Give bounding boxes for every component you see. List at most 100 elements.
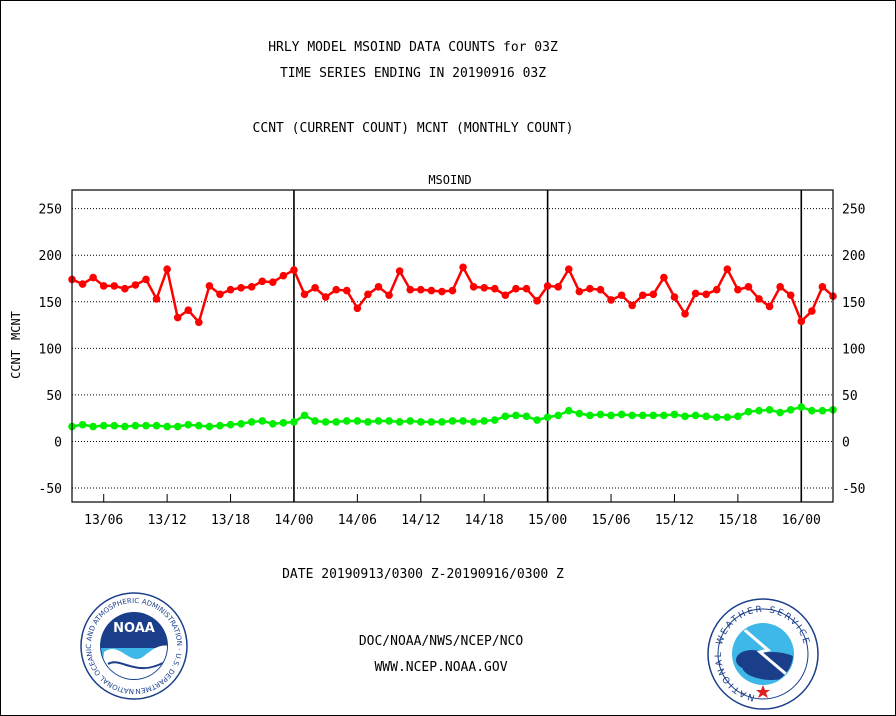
data-point-ccnt — [78, 280, 87, 288]
data-point-mcnt — [78, 420, 87, 429]
y-tick-label-left: 0 — [54, 435, 62, 450]
data-point-mcnt — [501, 412, 510, 421]
data-point-ccnt — [712, 285, 721, 294]
data-point-mcnt — [533, 416, 541, 424]
data-point-mcnt — [649, 411, 658, 420]
data-point-mcnt — [744, 407, 753, 416]
data-point-ccnt — [385, 291, 393, 300]
noaa-ring-text: NATIONAL OCEANIC AND ATMOSPHERIC ADMINIS… — [0, 0, 183, 695]
x-tick-label: 14/18 — [465, 513, 504, 528]
x-tick-label: 14/12 — [401, 513, 440, 528]
data-point-mcnt — [131, 421, 140, 430]
data-point-mcnt — [321, 418, 330, 426]
data-point-ccnt — [480, 283, 489, 292]
data-point-ccnt — [152, 295, 161, 303]
data-point-mcnt — [226, 420, 235, 429]
y-tick-label-left: 250 — [39, 203, 62, 218]
data-point-mcnt — [786, 405, 795, 414]
data-point-ccnt — [776, 283, 784, 291]
data-point-ccnt — [533, 297, 541, 305]
data-point-ccnt — [258, 277, 267, 286]
data-point-mcnt — [438, 418, 446, 426]
data-point-mcnt — [205, 422, 214, 431]
y-tick-label-right: 150 — [842, 296, 865, 311]
data-point-mcnt — [712, 413, 721, 422]
data-point-ccnt — [723, 265, 732, 273]
title-line-3: CCNT (CURRENT COUNT) MCNT (MONTHLY COUNT… — [253, 121, 574, 136]
data-point-mcnt — [617, 410, 626, 419]
data-point-ccnt — [311, 283, 319, 292]
data-point-mcnt — [374, 417, 383, 425]
y-tick-label-right: 250 — [842, 203, 865, 218]
data-point-ccnt — [469, 283, 478, 291]
data-point-ccnt — [321, 293, 330, 301]
data-point-ccnt — [406, 285, 415, 294]
y-axis-title: CCNT MCNT — [9, 311, 23, 379]
noaa-logo: NATIONAL OCEANIC AND ATMOSPHERIC ADMINIS… — [0, 0, 188, 700]
data-point-ccnt — [110, 282, 119, 290]
data-point-ccnt — [607, 296, 615, 304]
y-tick-label-left: 100 — [39, 342, 62, 357]
data-point-ccnt — [681, 310, 689, 318]
data-point-mcnt — [247, 418, 256, 426]
x-tick-label: 15/12 — [655, 513, 694, 528]
data-point-ccnt — [734, 285, 742, 294]
data-point-ccnt — [173, 313, 182, 322]
credit-org: DOC/NOAA/NWS/NCEP/NCO — [359, 634, 524, 649]
data-point-ccnt — [195, 318, 203, 327]
x-tick-label: 15/00 — [528, 513, 567, 528]
data-point-ccnt — [89, 273, 97, 282]
data-point-mcnt — [681, 412, 689, 421]
data-point-ccnt — [702, 290, 710, 299]
y-tick-label-right: 0 — [842, 435, 850, 450]
data-point-ccnt — [765, 302, 774, 311]
data-point-mcnt — [173, 422, 182, 431]
data-point-ccnt — [131, 281, 140, 289]
x-tick-label: 15/18 — [718, 513, 757, 528]
data-point-ccnt — [163, 265, 171, 273]
data-point-ccnt — [596, 285, 605, 294]
axis-ticks: -50 -50 0 0 50 50 100 100 150 150 200 200 250 250 13/0… — [39, 203, 866, 528]
data-point-mcnt — [543, 413, 552, 422]
data-point-ccnt — [374, 283, 383, 291]
series-layer — [68, 263, 837, 431]
x-tick-label: 14/00 — [274, 513, 313, 528]
data-point-ccnt — [237, 283, 245, 292]
data-point-mcnt — [691, 411, 700, 420]
data-point-mcnt — [469, 418, 478, 426]
chart-title: MSOIND — [428, 173, 471, 187]
data-point-ccnt — [459, 263, 467, 272]
y-tick-label-right: 50 — [842, 389, 858, 404]
credit-url: WWW.NCEP.NOAA.GOV — [374, 660, 507, 675]
data-point-mcnt — [628, 411, 636, 420]
data-point-ccnt — [628, 301, 636, 310]
data-point-mcnt — [607, 411, 615, 420]
y-tick-label-right: 200 — [842, 249, 865, 264]
y-tick-label-left: 200 — [39, 249, 62, 264]
series-line-ccnt — [71, 264, 834, 325]
x-tick-label: 16/00 — [782, 513, 821, 528]
data-point-ccnt — [247, 283, 256, 291]
title-line-2: TIME SERIES ENDING IN 20190916 03Z — [280, 66, 546, 81]
plot-frame — [71, 189, 834, 503]
data-point-ccnt — [216, 290, 224, 299]
data-point-mcnt — [279, 419, 288, 427]
data-point-ccnt — [617, 291, 626, 300]
data-point-ccnt — [522, 284, 531, 293]
x-tick-label: 13/06 — [84, 513, 123, 528]
data-point-mcnt — [163, 422, 171, 431]
noaa-logo-text: NOAA — [113, 621, 155, 636]
date-range: DATE 20190913/0300 Z-20190916/0300 Z — [282, 567, 564, 582]
data-point-mcnt — [512, 411, 520, 420]
data-point-mcnt — [702, 412, 710, 421]
data-point-mcnt — [765, 405, 774, 414]
y-tick-label-right: -50 — [842, 482, 865, 497]
y-label-ccnt: CCNT — [9, 350, 23, 379]
data-point-mcnt — [343, 417, 351, 425]
data-point-mcnt — [195, 421, 203, 430]
data-point-ccnt — [501, 291, 510, 300]
data-point-mcnt — [586, 411, 594, 420]
y-label-mcnt: MCNT — [9, 311, 23, 340]
data-point-ccnt — [808, 307, 816, 315]
data-point-ccnt — [205, 282, 214, 290]
